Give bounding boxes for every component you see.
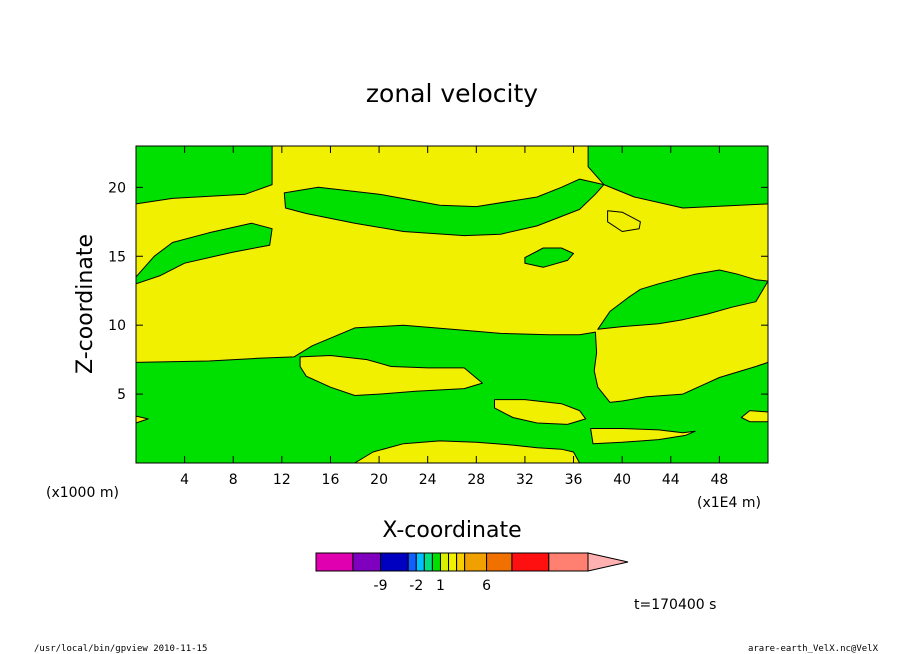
x-tick-label: 40 bbox=[613, 472, 631, 488]
x-tick-label: 24 bbox=[419, 472, 437, 488]
x-tick-label: 48 bbox=[710, 472, 728, 488]
x-tick-label: 16 bbox=[322, 472, 340, 488]
footer-right: arare-earth_VelX.nc@VelX bbox=[748, 644, 879, 654]
colorbar-tick-label: -2 bbox=[409, 578, 423, 594]
region-bottom-island bbox=[354, 440, 581, 464]
colorbar: -9 -2 1 6 bbox=[315, 552, 629, 594]
x-tick-label: 36 bbox=[565, 472, 583, 488]
y-axis: 5 10 15 20 bbox=[108, 180, 768, 403]
y-unit-note: (x1000 m) bbox=[46, 485, 119, 501]
plot-area bbox=[135, 145, 769, 464]
colorbar-segment bbox=[423, 552, 433, 572]
colorbar-extension bbox=[587, 552, 629, 572]
y-axis-label: Z-coordinate bbox=[73, 234, 98, 374]
colorbar-segment bbox=[352, 552, 382, 572]
x-unit-note: (x1E4 m) bbox=[697, 495, 761, 511]
x-tick-label: 20 bbox=[370, 472, 388, 488]
region-upper-mid-band bbox=[283, 178, 605, 237]
region-left-band bbox=[135, 222, 273, 285]
x-tick-label: 8 bbox=[229, 472, 238, 488]
chart-title: zonal velocity bbox=[366, 79, 538, 108]
colorbar-segment bbox=[315, 552, 354, 572]
x-tick-label: 32 bbox=[516, 472, 534, 488]
colorbar-segment bbox=[511, 552, 550, 572]
colorbar-segment bbox=[486, 552, 513, 572]
colorbar-segment bbox=[439, 552, 450, 572]
region-small-upper-right bbox=[607, 210, 641, 232]
colorbar-segment bbox=[456, 552, 466, 572]
y-tick-label: 15 bbox=[108, 249, 126, 265]
colorbar-segment bbox=[380, 552, 409, 572]
region-right-band bbox=[597, 269, 769, 330]
colorbar-segment bbox=[464, 552, 488, 572]
x-tick-label: 12 bbox=[273, 472, 291, 488]
y-tick-label: 20 bbox=[108, 180, 126, 196]
colorbar-segment bbox=[415, 552, 425, 572]
x-axis: 4 8 12 16 20 24 28 32 36 40 44 48 bbox=[180, 146, 728, 488]
region-right-bottom-strip bbox=[590, 428, 696, 445]
x-axis-label: X-coordinate bbox=[382, 518, 521, 543]
x-tick-label: 28 bbox=[467, 472, 485, 488]
colorbar-tick-label: -9 bbox=[374, 578, 388, 594]
plot-frame bbox=[135, 145, 769, 464]
x-tick-label: 44 bbox=[662, 472, 680, 488]
y-tick-label: 5 bbox=[117, 387, 126, 403]
region-lower-island bbox=[299, 355, 483, 396]
colorbar-segment bbox=[407, 552, 417, 572]
time-label: t=170400 s bbox=[634, 597, 716, 613]
region-small-upper-center bbox=[524, 247, 574, 268]
colorbar-tick-label: 1 bbox=[436, 578, 445, 594]
footer-left: /usr/local/bin/gpview 2010-11-15 bbox=[34, 644, 207, 654]
colorbar-segment bbox=[431, 552, 441, 572]
y-tick-label: 10 bbox=[108, 318, 126, 334]
region-bottom-right-island bbox=[494, 399, 587, 425]
x-tick-label: 4 bbox=[180, 472, 189, 488]
colorbar-segment bbox=[448, 552, 458, 572]
colorbar-tick-label: 6 bbox=[482, 578, 491, 594]
colorbar-segment bbox=[548, 552, 589, 572]
